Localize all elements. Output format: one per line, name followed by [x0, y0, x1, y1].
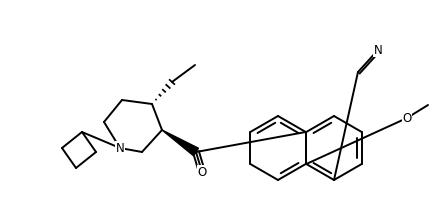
- Text: N: N: [116, 141, 124, 155]
- Text: O: O: [403, 111, 412, 124]
- Polygon shape: [162, 130, 198, 156]
- Text: O: O: [198, 165, 207, 179]
- Text: N: N: [374, 44, 382, 56]
